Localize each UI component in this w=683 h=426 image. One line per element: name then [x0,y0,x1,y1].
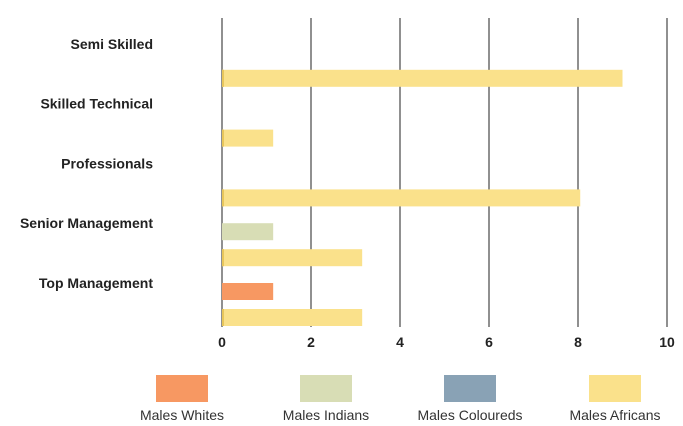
bar-males-africans-semi-skilled[interactable] [222,69,623,87]
legend-swatch-males-africans[interactable] [589,375,641,402]
x-tick-label: 10 [659,334,675,350]
bars [222,69,623,326]
category-label-professionals: Professionals [61,155,153,171]
x-tick-label: 4 [396,334,404,350]
legend-swatch-males-whites[interactable] [156,375,208,402]
bar-edge [222,189,224,207]
bar-edge [222,129,224,147]
category-label-senior-management: Senior Management [20,215,153,231]
legend-label-males-indians: Males Indians [283,407,369,423]
bar-edge [222,309,224,326]
bar-males-africans-professionals[interactable] [222,189,581,207]
category-label-semi-skilled: Semi Skilled [71,36,153,52]
category-label-skilled-technical: Skilled Technical [40,96,153,112]
legend-label-males-coloureds: Males Coloureds [417,407,522,423]
legend-swatch-males-indians[interactable] [300,375,352,402]
bar-males-africans-skilled-technical[interactable] [222,129,274,147]
gridlines [221,18,668,327]
legend-swatch-males-coloureds[interactable] [444,375,496,402]
x-tick-labels: 0 2 4 6 8 10 [218,334,675,350]
bar-males-africans-senior-management[interactable] [222,249,363,267]
category-label-top-management: Top Management [39,275,153,291]
bar-males-africans-top-management[interactable] [222,309,363,326]
bar-males-whites-top-management[interactable] [222,283,274,300]
bar-edge [222,69,224,87]
legend-label-males-africans: Males Africans [569,407,660,423]
x-tick-label: 0 [218,334,226,350]
bar-males-indians-senior-management[interactable] [222,223,274,241]
x-tick-label: 6 [485,334,493,350]
x-tick-label: 2 [307,334,315,350]
legend-label-males-whites: Males Whites [140,407,224,423]
legend: Males Whites Males Indians Males Coloureds… [140,375,661,423]
x-tick-label: 8 [574,334,582,350]
bar-edge [222,249,224,267]
category-labels: Top Management Senior Management Professio… [20,36,153,291]
